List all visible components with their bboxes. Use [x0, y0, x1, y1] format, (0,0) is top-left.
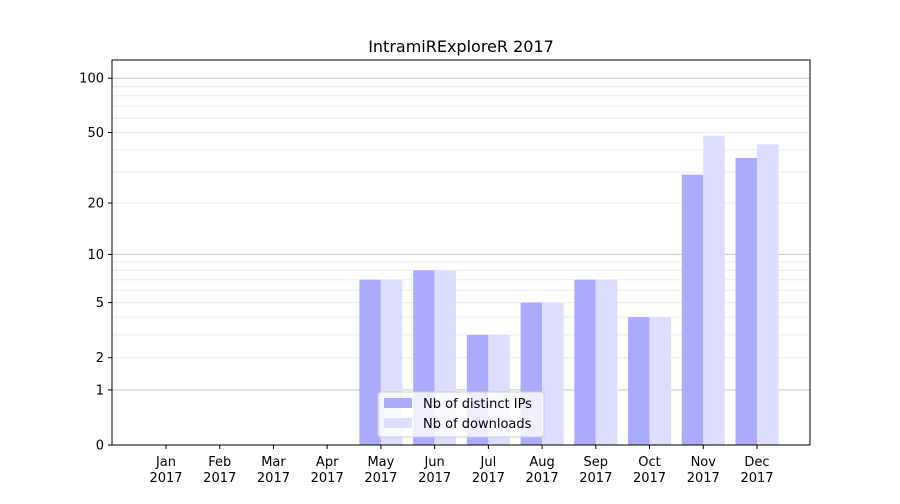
x-tick-label: 2017: [526, 471, 559, 486]
y-tick-label: 50: [87, 126, 104, 141]
x-tick-label: Jul: [480, 455, 497, 470]
x-tick-label: Oct: [638, 455, 660, 470]
chart-title: IntramiRExploreR 2017: [368, 37, 554, 56]
x-tick-label: 2017: [579, 471, 612, 486]
legend-box: [377, 391, 545, 438]
x-tick-label: Nov: [691, 455, 717, 470]
y-tick-label: 0: [96, 439, 104, 454]
legend-swatch: [384, 418, 412, 428]
x-tick-label: 2017: [149, 471, 182, 486]
x-tick-label: 2017: [203, 471, 236, 486]
x-tick-label: 2017: [364, 471, 397, 486]
y-tick-label: 5: [96, 296, 104, 311]
legend-label: Nb of distinct IPs: [423, 397, 532, 412]
bar-downloads: [595, 279, 618, 445]
x-tick-label: Dec: [744, 455, 769, 470]
legend-swatch: [384, 398, 412, 408]
x-tick-label: 2017: [472, 471, 505, 486]
x-tick-label: 2017: [740, 471, 773, 486]
bar-downloads: [703, 135, 725, 445]
bar-distinct-ips: [574, 279, 596, 445]
x-tick-label: 2017: [687, 471, 720, 486]
bar-distinct-ips: [681, 174, 704, 445]
bar-distinct-ips: [359, 279, 381, 445]
x-tick-label: 2017: [633, 471, 666, 486]
y-tick-label: 20: [87, 197, 104, 212]
x-tick-label: Jan: [155, 455, 176, 470]
x-tick-label: Feb: [208, 455, 231, 470]
x-tick-label: Mar: [261, 455, 286, 470]
x-tick-label: Aug: [529, 455, 554, 470]
y-tick-label: 10: [87, 248, 104, 263]
bar-downloads: [757, 144, 779, 445]
y-tick-label: 100: [79, 72, 104, 87]
x-tick-label: 2017: [311, 471, 344, 486]
x-tick-label: 2017: [418, 471, 451, 486]
plot-frame: [111, 59, 811, 446]
y-tick-label: 1: [96, 383, 104, 398]
x-tick-label: 2017: [257, 471, 290, 486]
bar-downloads: [649, 317, 672, 445]
x-tick-label: Jun: [423, 455, 444, 470]
bar-distinct-ips: [735, 158, 757, 445]
y-tick-label: 2: [96, 351, 104, 366]
bar-downloads: [542, 302, 564, 445]
x-tick-label: May: [367, 455, 394, 470]
legend-label: Nb of downloads: [423, 417, 532, 432]
x-tick-label: Apr: [316, 455, 339, 470]
x-tick-label: Sep: [584, 455, 609, 470]
bar-distinct-ips: [628, 317, 650, 445]
